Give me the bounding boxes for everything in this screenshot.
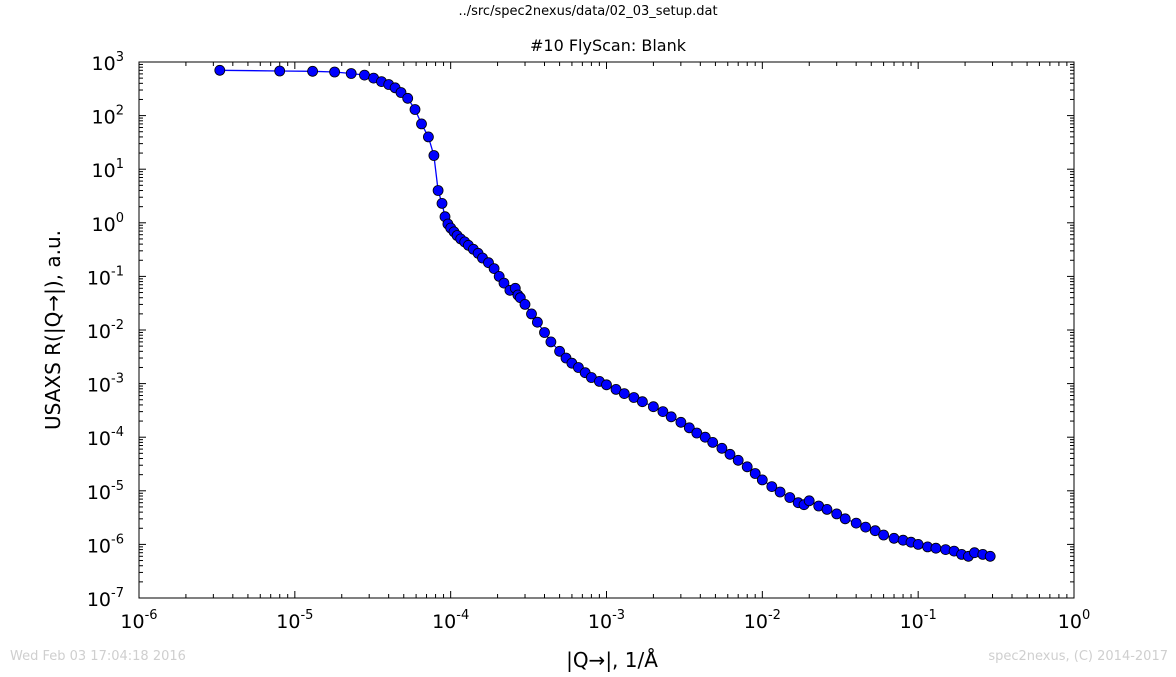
data-point <box>526 308 537 320</box>
y-axis-label: USAXS R(|Q→|), a.u. <box>41 230 65 430</box>
data-point <box>888 532 900 544</box>
data-point <box>436 197 448 209</box>
data-point <box>691 427 703 439</box>
data-point <box>850 517 862 529</box>
data-point <box>409 104 421 115</box>
data-point <box>601 379 612 391</box>
data-point <box>545 336 557 348</box>
data-point <box>821 503 833 515</box>
x-tick-label: 10-1 <box>900 608 937 633</box>
data-point <box>741 461 753 473</box>
data-point <box>628 392 640 403</box>
y-tick-label: 10-5 <box>87 479 124 504</box>
y-tick-label: 101 <box>92 157 124 182</box>
x-tick-label: 10-6 <box>120 608 157 633</box>
supertitle: ../src/spec2nexus/data/02_03_setup.dat <box>458 4 718 19</box>
series-line <box>219 69 991 558</box>
data-point <box>416 118 427 130</box>
x-tick-label: 10-5 <box>276 608 313 633</box>
y-tick-label: 10-2 <box>87 318 124 343</box>
data-point <box>637 396 648 408</box>
data-point <box>428 150 440 161</box>
copyright: spec2nexus, (C) 2014-2017 <box>988 649 1168 664</box>
data-point <box>402 92 414 104</box>
data-point <box>699 431 711 443</box>
y-tick-label: 10-6 <box>87 532 124 557</box>
data-point <box>803 495 815 507</box>
data-point <box>930 542 942 554</box>
data-point <box>648 401 659 413</box>
data-point <box>519 298 531 310</box>
plot-frame <box>138 61 1075 599</box>
data-point <box>683 422 695 434</box>
chart-marks <box>214 64 996 562</box>
data-point <box>432 185 444 196</box>
data-point <box>716 442 728 454</box>
data-point <box>984 550 996 562</box>
data-point <box>766 481 778 493</box>
data-point <box>860 521 871 533</box>
data-point <box>665 411 677 423</box>
axis-ticks: 10-6 10-5 10-4 10-3 10-2 10-1 100 103 102 101 100 1… <box>87 50 1090 633</box>
data-point <box>724 448 736 460</box>
data-point <box>657 406 669 418</box>
timestamp: Wed Feb 03 17:04:18 2016 <box>10 649 186 664</box>
data-point <box>912 539 924 550</box>
data-point <box>422 131 434 143</box>
data-point <box>732 454 744 466</box>
data-point <box>707 436 719 448</box>
data-point <box>539 327 550 338</box>
data-point <box>359 69 370 81</box>
data-point <box>878 529 889 541</box>
y-tick-label: 102 <box>92 104 124 129</box>
y-tick-label: 10-7 <box>87 586 124 611</box>
data-point <box>618 388 630 400</box>
y-tick-label: 103 <box>92 50 124 75</box>
y-tick-label: 100 <box>92 211 124 236</box>
data-point <box>774 486 786 498</box>
x-tick-label: 100 <box>1058 608 1090 633</box>
x-tick-label: 10-4 <box>432 608 469 633</box>
data-point <box>488 263 500 275</box>
data-point <box>532 316 543 328</box>
y-tick-label: 10-4 <box>87 425 124 450</box>
data-point <box>274 65 286 77</box>
x-tick-label: 10-3 <box>588 608 625 633</box>
data-point <box>831 508 843 520</box>
data-point <box>756 474 768 486</box>
data-point <box>839 513 851 525</box>
y-tick-label: 10-1 <box>87 264 124 289</box>
data-point <box>784 492 796 503</box>
x-axis-label: |Q→|, 1/Å <box>566 648 658 672</box>
data-point <box>869 525 881 537</box>
data-point <box>675 416 687 428</box>
data-point <box>345 68 357 79</box>
chart-title: #10 FlyScan: Blank <box>530 36 687 55</box>
data-point <box>498 277 510 289</box>
data-point <box>214 64 226 76</box>
x-tick-label: 10-2 <box>744 608 781 633</box>
data-point <box>749 468 761 479</box>
data-point <box>307 65 319 77</box>
y-tick-label: 10-3 <box>87 372 124 397</box>
data-point <box>329 66 341 78</box>
data-point <box>554 345 565 357</box>
